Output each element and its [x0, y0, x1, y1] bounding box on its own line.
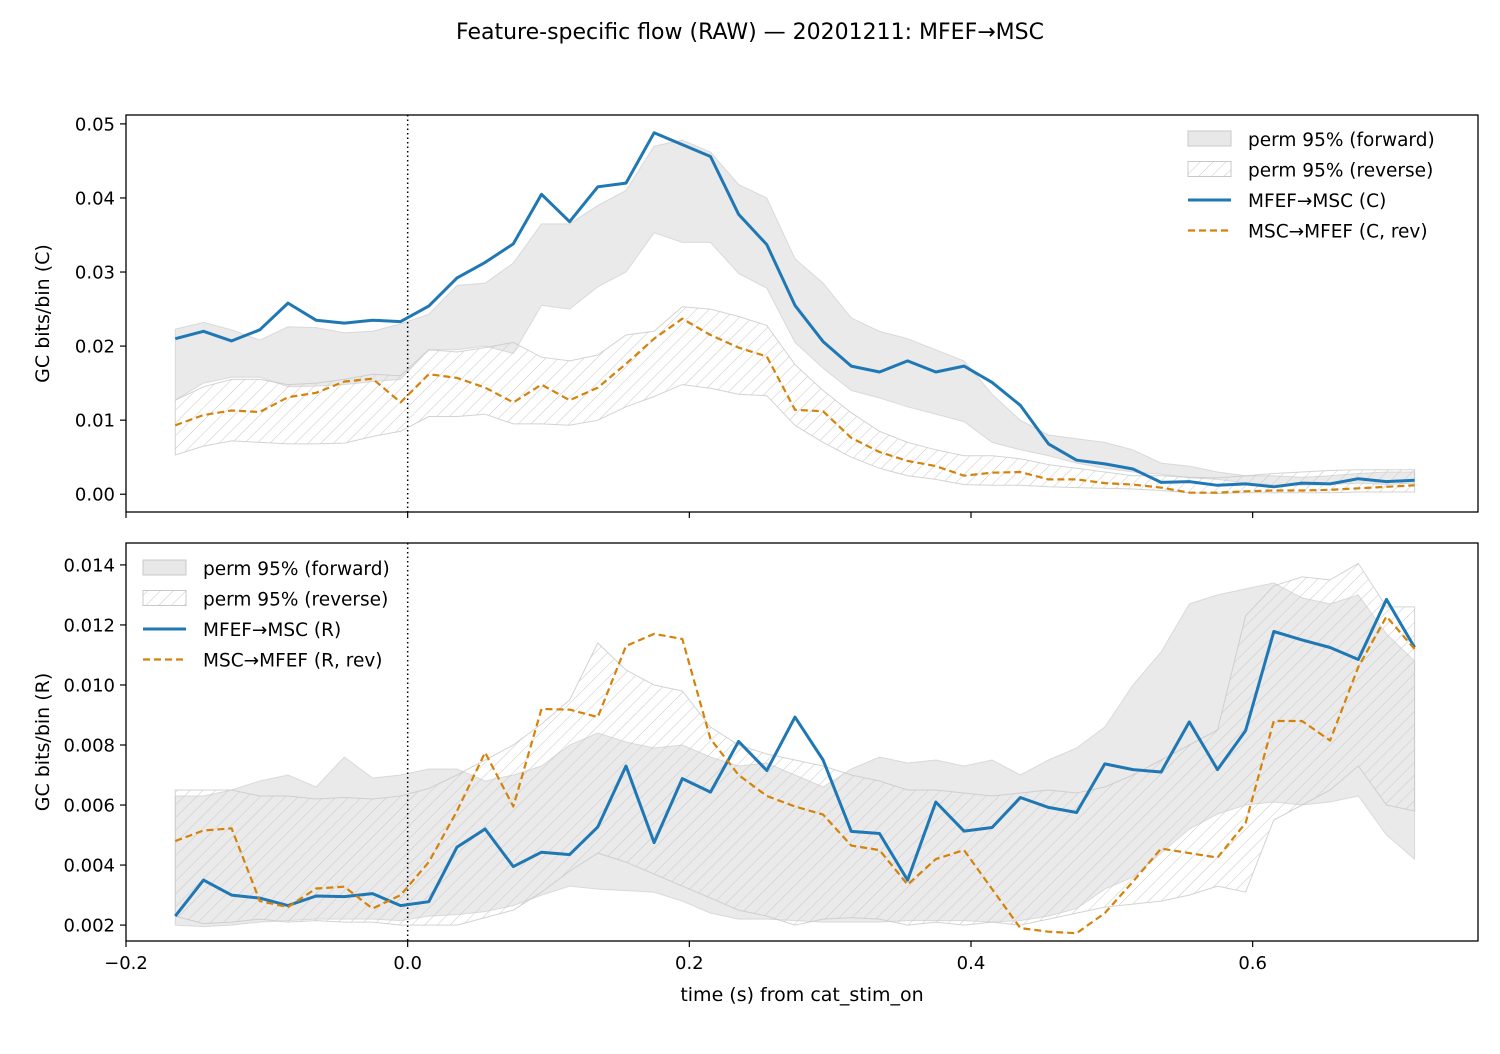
plot-area [174, 543, 1416, 941]
series-line-forward [174, 597, 1416, 918]
legend-label: perm 95% (forward) [1248, 130, 1435, 151]
y-axis-label: GC bits/bin (C) [32, 244, 54, 383]
series-line-reverse [174, 615, 1416, 935]
x-tick-label: 0.2 [675, 953, 704, 974]
legend-item: MSC→MFEF (C, rev) [1188, 222, 1428, 243]
top-panel: 0.00 0.01 0.02 0.03 0.04 0.05 GC bits/bin (C) p… [32, 114, 1479, 518]
legend-item: MFEF→MSC (R) [143, 620, 341, 641]
legend-swatch-reverse [142, 590, 187, 606]
bottom-panel: −0.2 0.0 0.2 0.4 0.6 0.002 0.004 0.006 0.008 0.01… [32, 542, 1479, 1006]
legend-label: perm 95% (forward) [203, 559, 390, 580]
legend-swatch-reverse [1187, 161, 1232, 177]
y-tick-label: 0.008 [63, 736, 115, 757]
band-reverse [174, 562, 1416, 926]
legend: perm 95% (forward) perm 95% (reverse) MFEF… [142, 559, 390, 672]
legend-label: MFEF→MSC (C) [1248, 191, 1386, 212]
y-tick-label: 0.02 [75, 337, 115, 358]
y-tick-label: 0.05 [75, 114, 115, 135]
x-axis-label: time (s) from cat_stim_on [680, 984, 923, 1006]
legend-label: perm 95% (reverse) [1248, 161, 1433, 182]
legend-item: perm 95% (forward) [142, 559, 390, 580]
y-tick-label: 0.014 [63, 555, 115, 576]
series-line-forward [174, 131, 1415, 489]
x-tick-label: −0.2 [104, 953, 148, 974]
legend-item: MFEF→MSC (C) [1188, 191, 1386, 212]
x-tick-label: 0.4 [957, 953, 986, 974]
x-tick-label: 0.0 [393, 953, 422, 974]
axes-frame [125, 542, 1479, 942]
y-tick-label: 0.006 [63, 796, 115, 817]
y-tick-label: 0.012 [63, 615, 115, 636]
y-tick-label: 0.002 [63, 916, 115, 937]
y-tick-label: 0.00 [75, 485, 115, 506]
y-tick-label: 0.010 [63, 675, 115, 696]
legend-label: MSC→MFEF (R, rev) [203, 651, 383, 672]
legend-item: MSC→MFEF (R, rev) [143, 651, 383, 672]
y-tick-label: 0.01 [75, 411, 115, 432]
legend-label: perm 95% (reverse) [203, 590, 388, 611]
axes-frame [125, 114, 1479, 513]
band-reverse [174, 306, 1416, 495]
y-tick-label: 0.04 [75, 188, 115, 209]
y-tick-label: 0.03 [75, 263, 115, 284]
x-tick-label: 0.6 [1238, 953, 1267, 974]
legend-swatch-forward [1187, 130, 1232, 147]
plot-area [174, 115, 1416, 512]
y-axis-label: GC bits/bin (R) [32, 673, 54, 812]
legend-label: MFEF→MSC (R) [203, 620, 341, 641]
y-tick-label: 0.004 [63, 856, 115, 877]
legend: perm 95% (forward) perm 95% (reverse) MFEF… [1187, 130, 1435, 243]
figure-title: Feature-specific flow (RAW) — 20201211: … [456, 20, 1044, 45]
series-line-reverse [174, 317, 1415, 494]
legend-swatch-forward [142, 559, 187, 576]
legend-item: perm 95% (reverse) [142, 590, 388, 611]
legend-item: perm 95% (reverse) [1187, 161, 1433, 182]
legend-label: MSC→MFEF (C, rev) [1248, 222, 1428, 243]
legend-item: perm 95% (forward) [1187, 130, 1435, 151]
